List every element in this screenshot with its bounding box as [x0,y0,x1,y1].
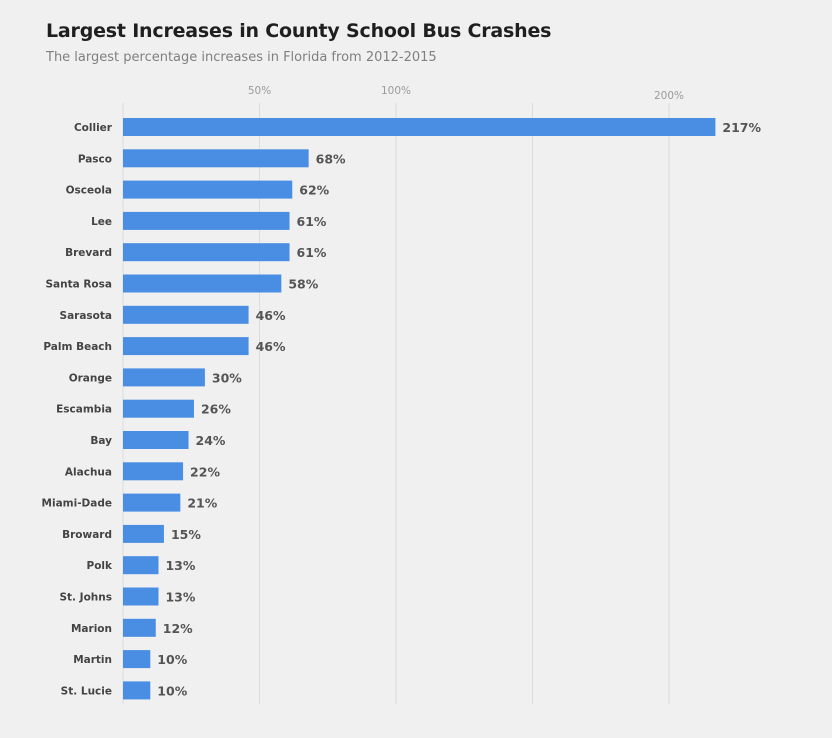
category-label: Martin [73,654,112,666]
category-label: Marion [71,623,112,635]
bar-bay [123,431,189,449]
bar-lee [123,211,290,230]
x-tick-label: 50% [248,85,271,97]
bar-st-lucie [123,681,151,700]
category-label: Lee [91,216,112,228]
bar-brevard [123,243,290,262]
bar-st-johns [123,587,159,606]
value-label: 15% [171,527,201,542]
bar-santa-rosa [123,274,282,293]
value-label: 10% [157,683,187,698]
x-tick-label: 200% [654,90,684,102]
category-label: Collier [74,122,113,134]
category-label: Miami-Dade [42,498,112,510]
bar-pasco [123,149,309,168]
category-label: Sarasota [60,310,112,322]
category-label: Santa Rosa [45,279,112,291]
chart-title: Largest Increases in County School Bus C… [46,20,552,42]
value-label: 61% [297,214,327,229]
bar-orange [123,368,205,387]
bar-marion [123,618,156,637]
category-label: Osceola [66,185,112,197]
bar-miami-dade [123,493,181,512]
value-label: 26% [201,402,231,417]
value-label: 22% [190,464,220,479]
bar-alachua [123,462,184,481]
category-labels: Collier Pasco Osceola Lee Brevard Santa Rosa S… [42,122,113,697]
value-label: 10% [157,652,187,667]
category-label: Alachua [65,466,112,478]
bar-sarasota [123,305,249,324]
category-label: Orange [69,372,112,384]
bar-broward [123,524,164,543]
value-label: 46% [256,339,286,354]
category-label: Polk [87,560,114,572]
bars [123,118,716,700]
value-label: 62% [299,183,329,198]
bar-osceola [123,180,293,199]
bar-escambia [123,399,194,418]
value-label: 24% [196,433,226,448]
value-label: 46% [256,308,286,323]
category-label: Broward [62,529,112,541]
chart-subtitle: The largest percentage increases in Flor… [46,50,437,65]
bar-polk [123,556,159,575]
value-label: 12% [163,621,193,636]
category-label: Escambia [56,404,112,416]
value-label: 68% [316,151,346,166]
value-label: 58% [288,277,318,292]
category-label: St. Lucie [61,685,112,697]
value-label: 13% [165,590,195,605]
x-axis-ticks: 50% 100% 200% [248,85,684,102]
category-label: Brevard [65,247,112,259]
category-label: St. Johns [59,592,112,604]
category-label: Bay [90,435,112,447]
category-label: Palm Beach [43,341,112,353]
x-tick-label: 100% [381,85,411,97]
value-label: 217% [722,120,761,135]
bar-palm-beach [123,337,249,356]
value-label: 61% [297,245,327,260]
value-label: 21% [187,496,217,511]
value-label: 13% [165,558,195,573]
value-labels: 217% 68% 62% 61% 61% 58% 46% 46% 30% 26% 24% 22% 21%… [157,120,761,698]
category-label: Pasco [78,153,112,165]
bar-martin [123,650,151,669]
value-label: 30% [212,370,242,385]
bar-collier [123,118,716,136]
